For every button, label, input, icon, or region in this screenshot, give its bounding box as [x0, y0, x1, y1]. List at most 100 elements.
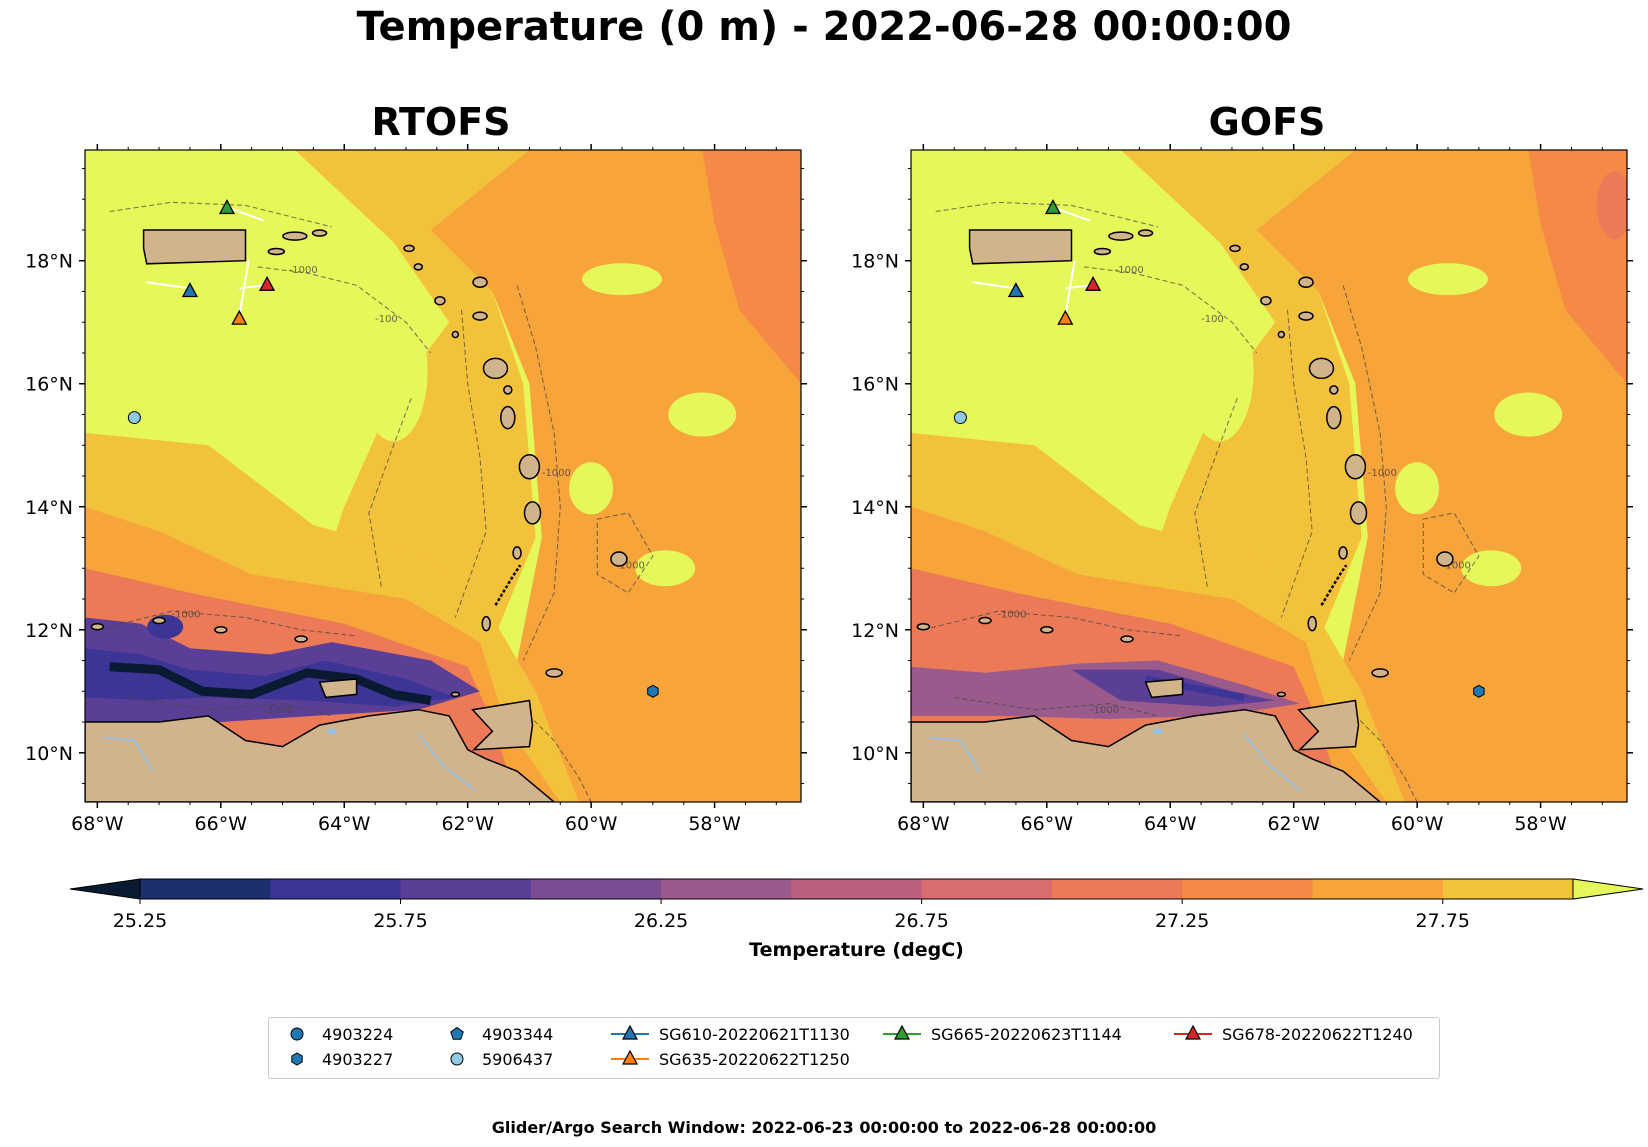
colorbar-bin [1182, 879, 1313, 899]
colorbar: 25.25 25.75 26.25 26.75 27.25 27.75 Temperatur… [69, 878, 1644, 961]
atlantic-yellow-patch [1395, 462, 1440, 515]
glider-track [146, 281, 191, 290]
glider-track [972, 281, 1017, 290]
atlantic-yellow-patch [668, 392, 737, 437]
legend-label: SG665-20220623T1144 [931, 1025, 1122, 1044]
island [978, 616, 992, 625]
x-tick-label: 66°W [1021, 813, 1074, 835]
colorbar-bin [140, 879, 271, 899]
island [403, 244, 415, 253]
island [1349, 501, 1368, 525]
island [152, 616, 166, 625]
legend-label: SG678-20220622T1240 [1222, 1025, 1413, 1044]
glider-marker [1057, 309, 1074, 325]
trinidad-island [471, 699, 534, 751]
atlantic-yellow-patch [1408, 263, 1488, 296]
glider-track [239, 284, 265, 290]
island [434, 295, 446, 306]
bathymetry-label: -100 [1201, 314, 1224, 325]
colorbar-bin [400, 879, 532, 899]
island [1137, 229, 1154, 237]
bathymetry-label: -1000 [1368, 468, 1397, 479]
glider-marker [231, 309, 248, 325]
panel-title-gofs: GOFS [1208, 100, 1326, 144]
rtofs-map: -1000 -100 -1000 -1000 -1000 -1000 68°W 66°W 64°… [25, 144, 807, 835]
legend-item: 4903344 [450, 1025, 553, 1044]
colorbar-bin [1051, 879, 1183, 899]
bathymetry-label: -1000 [616, 560, 645, 571]
island [1344, 454, 1367, 480]
bathymetry-label: -1000 [1090, 705, 1119, 716]
x-tick-label: 68°W [897, 813, 950, 835]
island [413, 263, 424, 271]
legend-item: 4903227 [291, 1050, 393, 1069]
glider-marker [218, 199, 236, 215]
legend-item: 5906437 [450, 1050, 553, 1069]
island [472, 311, 488, 321]
colorbar-bin [921, 879, 1053, 899]
island [1260, 295, 1272, 306]
gofs-ne-warm-patch [1596, 171, 1627, 240]
caribbean-yellow-patch [1185, 301, 1254, 442]
colorbar-tick-label: 27.75 [1416, 910, 1470, 932]
x-tick-label: 60°W [565, 813, 618, 835]
island [916, 622, 931, 631]
y-tick-label: 16°N [25, 374, 73, 396]
island [294, 635, 308, 643]
river [417, 733, 475, 791]
y-tick-label: 12°N [25, 620, 73, 642]
grenadines-islands [1320, 564, 1348, 606]
island [267, 247, 286, 256]
south-america-land [911, 708, 1382, 802]
colorbar-bin [270, 879, 402, 899]
island [518, 454, 541, 480]
legend-triangle [621, 1049, 639, 1065]
temperature-field: -1000 -100 -1000 -1000 -1000 -1000 [911, 150, 1627, 802]
glider-track [1065, 284, 1091, 290]
atlantic-yellow-patch [635, 550, 696, 587]
glider-marker [1007, 282, 1025, 298]
triangle-line-icon [611, 1024, 649, 1040]
bathymetry-label: -1000 [264, 705, 293, 716]
island [482, 357, 509, 380]
island [451, 330, 460, 339]
x-tick-label: 68°W [71, 813, 124, 835]
margarita-island [1144, 678, 1184, 699]
legend-item: SG635-20220622T1250 [611, 1049, 850, 1069]
river [1243, 733, 1301, 791]
colorbar-label: Temperature (degC) [749, 939, 964, 961]
island [523, 501, 542, 525]
bathymetry-contour [954, 696, 1159, 717]
bathymetry-contour [109, 201, 333, 228]
colorbar-bin [1442, 879, 1574, 899]
island [214, 626, 228, 634]
x-tick-label: 58°W [1514, 813, 1567, 835]
x-tick-label: 64°W [318, 813, 371, 835]
circle-marker-icon [450, 1052, 464, 1066]
legend-label: 4903224 [322, 1025, 393, 1044]
cool-band-core [109, 662, 432, 705]
legend-entries: 4903224 4903227 4903344 5906437 SG610-202206… [290, 1024, 1413, 1069]
legend-label: SG610-20220621T1130 [659, 1025, 850, 1044]
circle-marker-icon [290, 1027, 304, 1041]
island [1276, 691, 1287, 698]
lake [326, 728, 337, 735]
island [610, 551, 628, 567]
bathymetry-label: -100 [375, 314, 398, 325]
atlantic-yellow-patch [1494, 392, 1563, 437]
island [1229, 244, 1241, 253]
island [450, 691, 461, 698]
lake [1152, 728, 1163, 735]
island [1040, 626, 1054, 634]
island [1329, 385, 1339, 395]
margarita-island [318, 678, 358, 699]
bathymetry-label: -1000 [542, 468, 571, 479]
y-tick-label: 16°N [851, 374, 899, 396]
island [1307, 615, 1317, 632]
island [545, 668, 563, 678]
atlantic-deep-orange-zone [702, 150, 801, 384]
y-tick-label: 10°N [851, 743, 899, 765]
axes: 68°W 66°W 64°W 62°W 60°W 58°W 10°N 12°N 14°N 16°N… [25, 144, 807, 835]
colorbar-tick-label: 25.25 [113, 910, 167, 932]
island [481, 615, 491, 632]
